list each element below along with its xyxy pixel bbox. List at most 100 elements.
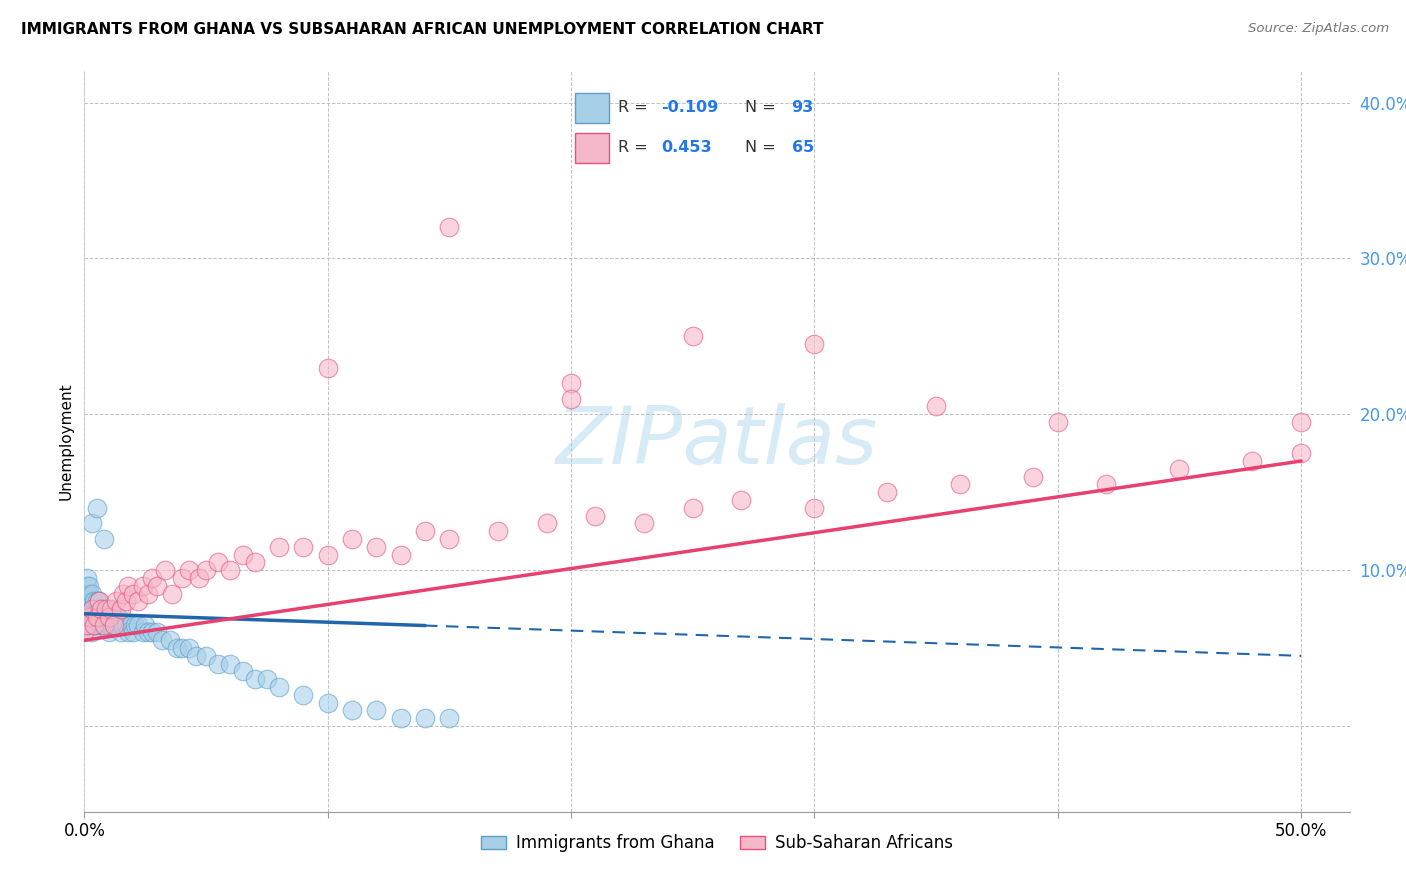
Point <box>87 602 110 616</box>
Point <box>86 594 108 608</box>
Point <box>86 610 108 624</box>
Text: IMMIGRANTS FROM GHANA VS SUBSAHARAN AFRICAN UNEMPLOYMENT CORRELATION CHART: IMMIGRANTS FROM GHANA VS SUBSAHARAN AFRI… <box>21 22 824 37</box>
Point <box>207 657 229 671</box>
Point <box>366 703 388 717</box>
Point <box>107 610 129 624</box>
Point <box>97 625 120 640</box>
Point <box>439 532 461 546</box>
Point <box>73 586 96 600</box>
Point <box>120 617 142 632</box>
Point <box>110 625 132 640</box>
Point <box>389 711 412 725</box>
Point <box>292 688 315 702</box>
Point <box>96 602 118 616</box>
Point <box>76 610 98 624</box>
Point <box>83 610 105 624</box>
Point <box>97 610 120 624</box>
Point <box>187 571 209 585</box>
Point <box>103 617 125 632</box>
Text: ZIPatlas: ZIPatlas <box>555 402 879 481</box>
Point <box>136 586 159 600</box>
Point <box>124 617 146 632</box>
Point <box>90 610 112 624</box>
Point <box>87 594 110 608</box>
Point <box>77 610 100 624</box>
Point <box>73 617 96 632</box>
Point <box>83 617 105 632</box>
Point <box>166 641 188 656</box>
Point <box>90 602 112 616</box>
Point <box>389 548 412 562</box>
Point <box>96 602 118 616</box>
Point <box>146 579 169 593</box>
Point <box>80 625 103 640</box>
Point <box>292 540 315 554</box>
Point <box>122 625 145 640</box>
Point <box>105 610 127 624</box>
Point <box>76 617 98 632</box>
Point <box>1289 446 1312 460</box>
Point <box>97 602 120 616</box>
Point <box>127 617 149 632</box>
Point <box>112 617 135 632</box>
Point <box>110 602 132 616</box>
Point <box>77 610 100 624</box>
Point <box>633 516 655 531</box>
Point <box>100 610 122 624</box>
Point <box>413 524 436 538</box>
Point <box>682 329 704 343</box>
Point <box>103 617 125 632</box>
Point <box>93 617 115 632</box>
Point <box>77 594 100 608</box>
Point <box>76 617 98 632</box>
Point <box>80 516 103 531</box>
Point <box>97 610 120 624</box>
Point <box>114 594 136 608</box>
Point <box>170 571 193 585</box>
Point <box>316 360 339 375</box>
Point <box>177 563 200 577</box>
Point <box>1289 415 1312 429</box>
Point <box>1168 462 1191 476</box>
Point <box>560 392 582 406</box>
Point <box>86 617 108 632</box>
Point <box>97 617 120 632</box>
Point <box>96 617 118 632</box>
Point <box>146 625 169 640</box>
Point <box>243 555 266 569</box>
Point <box>583 508 606 523</box>
Point <box>83 617 105 632</box>
Point <box>153 563 176 577</box>
Point <box>127 594 149 608</box>
Point <box>80 586 103 600</box>
Point <box>103 610 125 624</box>
Point <box>267 540 290 554</box>
Point <box>100 617 122 632</box>
Point <box>256 672 278 686</box>
Point <box>77 579 100 593</box>
Point <box>76 594 98 608</box>
Point <box>195 648 218 663</box>
Point <box>536 516 558 531</box>
Point <box>83 594 105 608</box>
Point <box>73 602 96 616</box>
Point <box>243 672 266 686</box>
Point <box>949 477 972 491</box>
Point <box>86 602 108 616</box>
Point <box>90 602 112 616</box>
Point <box>117 579 139 593</box>
Point <box>107 617 129 632</box>
Point <box>219 563 242 577</box>
Point <box>1241 454 1264 468</box>
Point <box>77 602 100 616</box>
Point <box>105 617 127 632</box>
Point <box>366 540 388 554</box>
Point <box>105 594 127 608</box>
Point <box>730 493 752 508</box>
Point <box>80 602 103 616</box>
Point <box>87 594 110 608</box>
Point <box>159 633 181 648</box>
Point <box>80 602 103 616</box>
Point <box>77 617 100 632</box>
Point <box>340 703 363 717</box>
